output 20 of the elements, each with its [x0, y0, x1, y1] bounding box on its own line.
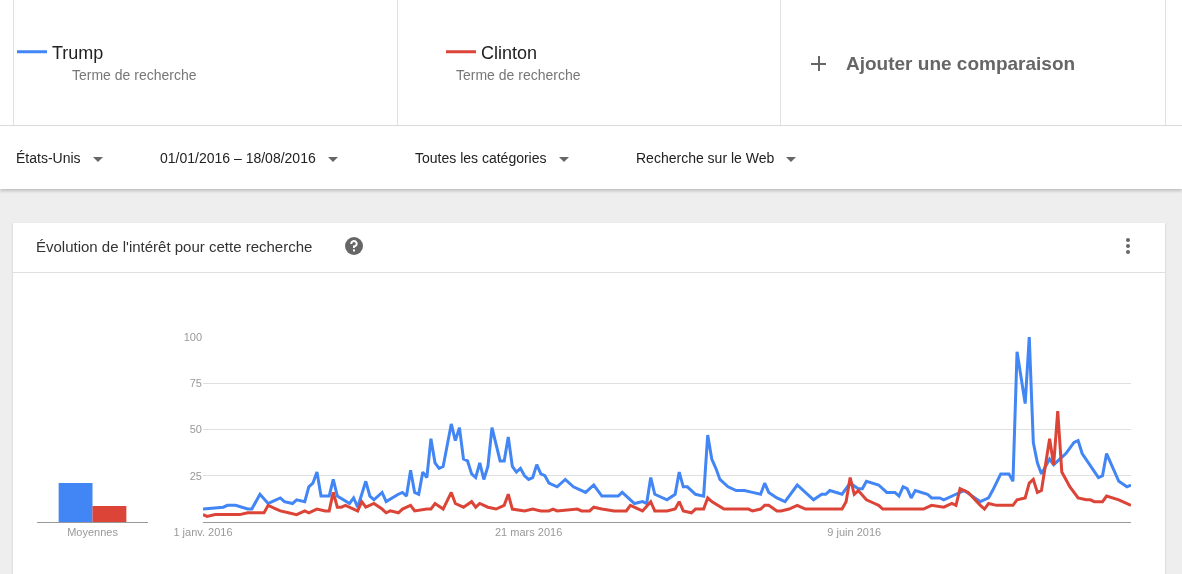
line-series	[203, 409, 1131, 518]
text: Terme de recherche	[72, 67, 197, 83]
y-tick-label: 25	[189, 469, 202, 482]
y-tick-label: 100	[183, 330, 202, 343]
text: Ajouter une comparaison	[846, 53, 1076, 75]
text: Toutes les catégories	[415, 150, 547, 166]
text: 01/01/2016 – 18/08/2016	[160, 150, 316, 166]
text: États-Unis	[16, 150, 81, 166]
chart-title: Évolution de l'intérêt pour cette recherche	[36, 238, 313, 255]
text: Terme de recherche	[456, 67, 581, 83]
text: Recherche sur le Web	[636, 150, 775, 166]
x-tick-label: 9 juin 2016	[827, 526, 882, 539]
legend-label: Trump	[52, 42, 104, 63]
x-tick-label: 1 janv. 2016	[173, 526, 233, 539]
x-tick-label: 21 mars 2016	[494, 526, 563, 539]
x-tick-label: Moyennes	[67, 526, 119, 539]
line-series	[203, 337, 1131, 511]
y-tick-label: 75	[189, 377, 202, 390]
legend-label: Clinton	[481, 42, 538, 63]
y-tick-label: 50	[189, 423, 202, 436]
